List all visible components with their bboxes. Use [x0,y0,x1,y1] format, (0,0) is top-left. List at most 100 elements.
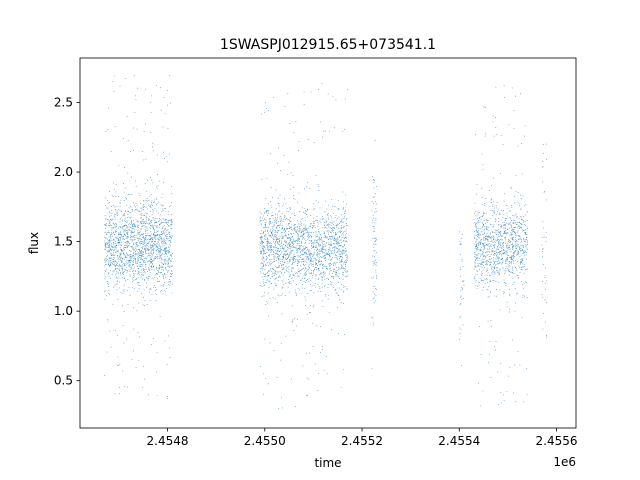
data-point [120,273,121,274]
data-point [478,249,480,251]
data-point [513,227,515,228]
data-point [324,222,325,223]
data-point [492,121,494,123]
data-point [317,226,319,227]
data-point [299,240,301,242]
data-point [164,158,165,159]
data-point [289,207,291,209]
data-point [112,263,114,265]
data-point [111,225,112,226]
data-point [291,251,293,253]
data-point [328,238,330,240]
data-point [283,256,285,258]
data-point [165,250,166,252]
data-point [305,268,306,270]
data-point [116,289,118,291]
data-point [495,207,497,209]
data-point [276,274,278,275]
data-point [265,259,267,261]
data-point [481,196,483,198]
data-point [294,224,296,225]
data-point [128,216,130,218]
data-point [521,267,522,268]
data-point [503,249,505,251]
data-point [105,242,107,244]
data-point [489,261,491,263]
data-point [292,236,293,238]
data-point [142,225,144,226]
data-point [492,280,494,282]
data-point [154,241,155,242]
data-point [271,254,273,256]
data-point [330,232,331,233]
data-point [298,261,300,263]
data-point [140,264,141,266]
data-point [496,258,498,260]
data-point [127,236,129,238]
data-point [523,238,524,240]
data-point [279,210,280,212]
data-point [313,208,314,210]
data-point [324,249,326,250]
data-point [375,269,377,271]
data-point [287,253,288,255]
data-point [343,238,345,239]
data-point [339,231,341,233]
data-point [332,287,334,288]
data-point [122,325,124,326]
data-point [488,236,489,238]
data-point [262,259,263,261]
data-point [153,245,155,246]
data-point [332,206,334,207]
data-point [308,234,309,235]
data-point [268,279,270,281]
data-point [114,206,116,208]
data-point [268,209,269,211]
data-point [164,253,166,254]
data-point [523,238,525,240]
data-point [282,257,284,258]
data-point [313,260,315,262]
data-point [150,289,152,290]
data-point [503,252,505,254]
data-point [150,263,152,264]
data-point [310,272,312,274]
data-point [105,260,107,262]
data-point [473,219,475,220]
data-point [300,264,301,266]
data-point [319,220,321,222]
data-point [333,276,335,277]
data-point [301,243,302,245]
data-point [478,220,479,222]
data-point [328,204,329,206]
data-point [337,237,338,239]
data-point [280,359,282,361]
data-point [162,239,164,241]
data-point [503,279,505,281]
data-point [507,232,508,234]
data-point [304,228,305,230]
data-point [314,267,316,269]
data-point [375,238,377,240]
data-point [338,276,340,277]
data-point [113,270,115,272]
data-point [543,264,544,265]
data-point [478,233,479,235]
data-point [169,226,171,227]
data-point [341,214,342,216]
data-point [265,304,267,305]
data-point [289,245,291,246]
data-point [507,232,509,234]
data-point [322,349,324,350]
data-point [271,232,272,234]
data-point [297,248,299,249]
data-point [546,280,548,282]
data-point [156,352,158,354]
data-point [119,393,121,395]
data-point [107,293,109,294]
data-point [542,166,544,167]
data-point [274,220,276,221]
data-point [311,243,312,244]
data-point [313,225,315,226]
data-point [123,284,125,286]
